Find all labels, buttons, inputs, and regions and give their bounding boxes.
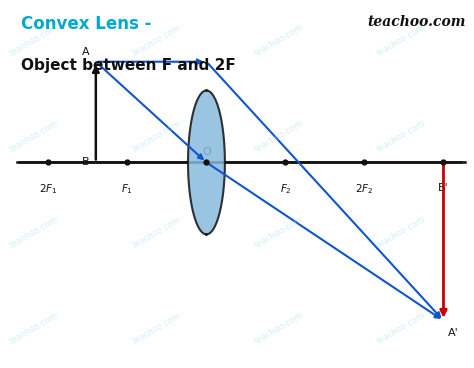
Text: $F_1$: $F_1$ [121,183,133,197]
Polygon shape [188,91,225,234]
Text: teachoo.com: teachoo.com [9,215,60,250]
Text: teachoo.com: teachoo.com [9,23,60,58]
Text: $2F_2$: $2F_2$ [356,183,374,197]
Text: O: O [202,147,211,157]
Text: teachoo.com: teachoo.com [375,23,427,58]
Text: Object between F and 2F: Object between F and 2F [21,58,236,73]
Text: $F_2$: $F_2$ [280,183,292,197]
Text: B': B' [438,183,449,192]
Text: teachoo.com: teachoo.com [253,23,305,58]
Text: teachoo.com: teachoo.com [253,215,305,250]
Text: teachoo.com: teachoo.com [131,215,182,250]
Text: teachoo.com: teachoo.com [375,118,427,153]
Text: A: A [82,47,90,57]
Text: teachoo.com: teachoo.com [253,310,305,345]
Text: teachoo.com: teachoo.com [367,15,465,29]
Text: A': A' [448,328,458,338]
Text: teachoo.com: teachoo.com [375,310,427,345]
Text: B: B [82,158,90,167]
Text: teachoo.com: teachoo.com [375,215,427,250]
Text: Convex Lens -: Convex Lens - [21,15,151,33]
Text: $2F_1$: $2F_1$ [39,183,58,197]
Text: teachoo.com: teachoo.com [131,310,182,345]
Text: teachoo.com: teachoo.com [131,118,182,153]
Text: teachoo.com: teachoo.com [9,118,60,153]
Text: teachoo.com: teachoo.com [131,23,182,58]
Text: teachoo.com: teachoo.com [9,310,60,345]
Text: teachoo.com: teachoo.com [253,118,305,153]
